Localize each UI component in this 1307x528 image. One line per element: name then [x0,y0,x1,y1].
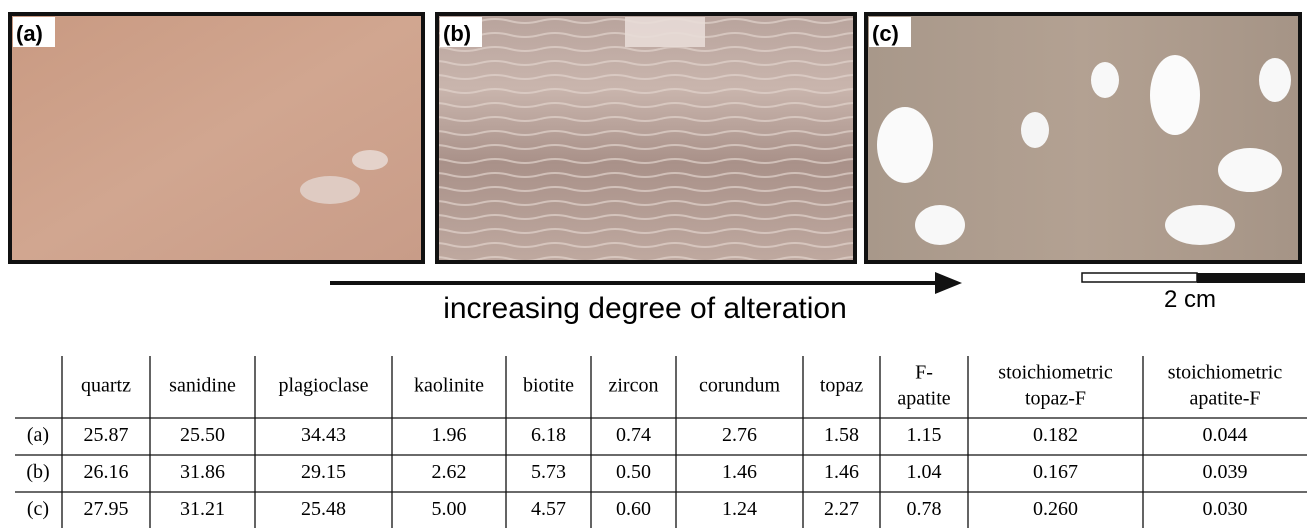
table-cell: 4.57 [531,498,566,520]
table-cell: 2.62 [432,461,467,483]
table-cell: 25.50 [180,424,225,446]
table-cell: 0.044 [1203,424,1248,446]
table-cell: 0.50 [616,461,651,483]
table-cell: 0.60 [616,498,651,520]
table-cell: 29.15 [301,461,346,483]
table-cell: 1.46 [824,461,859,483]
table-cell: 27.95 [84,498,129,520]
table-cell: 31.86 [180,461,225,483]
table-cell: 0.039 [1203,461,1248,483]
photo-a: (a) [10,14,423,262]
table-cell: 0.182 [1033,424,1078,446]
column-header: zircon [609,375,659,397]
table-cell: 1.15 [907,424,942,446]
row-label: (c) [27,498,49,520]
table-cell: 2.76 [722,424,757,446]
table-cell: 0.78 [907,498,942,520]
scale-label: 2 cm [1164,286,1216,313]
column-header: corundum [699,375,781,397]
column-header: stoichiometric [998,362,1113,384]
panel-label: (b) [443,21,471,46]
table-cell: 25.87 [84,424,129,446]
column-header: topaz [820,375,863,397]
table-cell: 31.21 [180,498,225,520]
table-cell: 0.030 [1203,498,1248,520]
arrow-label: increasing degree of alteration [443,292,847,325]
table-cell: 6.18 [531,424,566,446]
table-cell: 1.24 [722,498,757,520]
photo-b: (b) [437,14,855,262]
table-cell: 5.00 [432,498,467,520]
table-cell: 0.74 [616,424,651,446]
table-cell: 1.96 [432,424,467,446]
table-cell: 1.46 [722,461,757,483]
column-header: plagioclase [279,375,369,397]
column-header: topaz-F [1025,388,1086,410]
data-table: quartz sanidine plagioclase kaolinite biotit… [15,356,1307,528]
column-header: sanidine [169,375,236,397]
table-cell: 0.260 [1033,498,1078,520]
table-cell: 26.16 [84,461,129,483]
column-header: apatite [897,388,950,410]
table-cell: 0.167 [1033,461,1078,483]
column-header: quartz [81,375,131,397]
table-cell: 34.43 [301,424,346,446]
column-header: biotite [523,375,574,397]
table-cell: 1.58 [824,424,859,446]
photo-c: (c) [866,14,1300,262]
column-header: apatite-F [1189,388,1260,410]
panel-label: (a) [16,21,43,46]
figure: (a) (b) (c) increasing degree of alterat… [0,0,1307,528]
panel-label: (c) [872,21,899,46]
table-cell: 5.73 [531,461,566,483]
table-cell: 25.48 [301,498,346,520]
alteration-arrow [330,272,962,294]
scale-bar [1082,273,1305,283]
column-header: stoichiometric [1168,362,1283,384]
row-label: (b) [26,461,49,483]
page: (a) (b) (c) increasing degree of alterat… [0,0,1307,528]
row-label: (a) [27,424,49,446]
table-cell: 2.27 [824,498,859,520]
column-header: F- [915,362,933,384]
column-header: kaolinite [414,375,484,397]
table-cell: 1.04 [907,461,942,483]
